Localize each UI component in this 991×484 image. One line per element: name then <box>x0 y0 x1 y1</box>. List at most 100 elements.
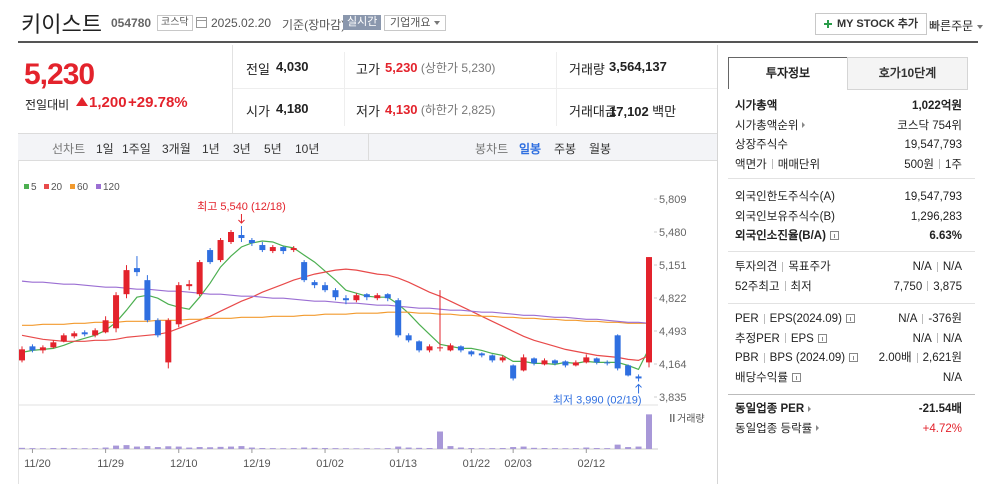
info-label-text: 외국인소진율(B/A) <box>735 230 826 242</box>
volume-bar <box>81 448 88 449</box>
y-tick-label: 5,151 <box>659 260 687 272</box>
candle-body <box>395 300 402 336</box>
info-row: 52주최고 최저 7,750 3,875 <box>735 278 962 298</box>
x-tick-label: 02/03 <box>504 458 532 470</box>
candle-body <box>81 332 88 335</box>
info-label-text: 액면가 <box>735 158 767 171</box>
x-tick-label: 11/20 <box>24 458 51 470</box>
volume-bar <box>92 448 99 449</box>
period-tab[interactable]: 1주일 <box>122 142 151 156</box>
period-tab[interactable]: 일봉 <box>519 142 542 156</box>
volume-bar <box>301 447 308 449</box>
panel-tab[interactable]: 호가10단계 <box>847 57 968 90</box>
volume-bar <box>19 447 25 449</box>
info-icon[interactable] <box>829 231 839 241</box>
period-tab[interactable]: 10년 <box>295 142 320 156</box>
candle-body <box>196 262 203 295</box>
volume-bar <box>635 446 642 449</box>
info-row: 외국인보유주식수(B) 1,296,283 <box>735 208 962 228</box>
period-tab[interactable]: 월봉 <box>589 142 612 156</box>
x-tick-label: 12/19 <box>243 458 271 470</box>
period-tab[interactable]: 1년 <box>202 142 220 156</box>
info-row: 액면가 매매단위 500원 1주 <box>735 156 962 176</box>
info-label: PER EPS(2024.09) <box>735 310 855 330</box>
period-tab[interactable]: 3년 <box>233 142 251 156</box>
divider <box>717 45 718 484</box>
volume-bar <box>259 448 266 449</box>
candle-body <box>175 285 182 325</box>
y-tick-label: 4,493 <box>659 326 687 338</box>
my-stock-button[interactable]: MY STOCK 추가 <box>815 13 927 35</box>
info-label: 시가총액순위 <box>735 117 806 137</box>
panel-tab[interactable]: 투자정보 <box>728 57 848 89</box>
candle-body <box>50 342 57 348</box>
info-label: 투자의견 목표주가 <box>735 258 831 278</box>
separator <box>922 313 924 324</box>
separator <box>782 261 784 272</box>
company-button[interactable]: 기업개요 <box>384 15 447 31</box>
info-value-text: N/A <box>942 332 962 345</box>
legend-label: 60 <box>77 182 89 193</box>
candle-body <box>29 346 36 351</box>
arrow-icon[interactable] <box>802 122 806 129</box>
arrow-icon[interactable] <box>808 405 812 412</box>
info-row: 시가총액 1,022억원 <box>735 97 962 117</box>
quote-note: (상한가 5,230) <box>420 61 496 75</box>
realtime-badge[interactable]: 실시간 <box>343 15 382 30</box>
volume-bar <box>248 447 255 449</box>
info-label-text: 시가총액순위 <box>735 119 799 132</box>
period-tab[interactable]: 주봉 <box>554 142 577 156</box>
candle-body <box>583 357 590 363</box>
candle-body <box>384 294 391 299</box>
info-value: -21.54배 <box>919 400 962 420</box>
volume-bar <box>322 448 329 449</box>
candle-body <box>625 365 632 376</box>
info-row: 시가총액순위 코스닥 754위 <box>735 117 962 137</box>
volume-bar <box>60 447 67 449</box>
candle-body <box>269 247 276 252</box>
info-value-text: 코스닥 754위 <box>897 119 962 132</box>
candle-body <box>144 280 151 321</box>
info-label-text: 최저 <box>790 280 812 293</box>
quote-value-wrap: 3,564,137 <box>609 59 667 74</box>
info-label-text: 투자의견 <box>735 261 778 273</box>
info-row: 상장주식수 19,547,793 <box>735 136 962 156</box>
quote-note: (하한가 2,825) <box>420 103 496 117</box>
info-value-text: 19,547,793 <box>904 139 962 151</box>
info-value: N/A <box>943 369 962 389</box>
arrow-icon[interactable] <box>816 425 820 432</box>
period-tab[interactable]: 5년 <box>264 142 282 156</box>
period-tab[interactable]: 1일 <box>96 142 114 156</box>
info-value-text: N/A <box>942 261 962 273</box>
volume-bar <box>238 446 245 449</box>
change: 1,200 <box>89 94 127 111</box>
info-icon[interactable] <box>849 353 859 363</box>
volume-bar <box>269 448 276 449</box>
info-value: 1,296,283 <box>911 208 962 228</box>
candle-body <box>499 357 506 361</box>
volume-bar <box>426 448 433 449</box>
candle-body <box>416 341 423 351</box>
quote-value-wrap: 4,030 <box>276 59 309 74</box>
candle-body <box>248 240 255 244</box>
info-row: 외국인한도주식수(A) 19,547,793 <box>735 188 962 208</box>
info-icon[interactable] <box>791 372 801 382</box>
up-arrow <box>76 97 88 106</box>
quick-order[interactable]: 빠른주문 <box>929 17 984 34</box>
legend-swatch <box>44 184 49 189</box>
info-label-text: 52주최고 <box>735 280 780 293</box>
annotation-arrow <box>635 383 642 394</box>
candle-body <box>593 358 600 363</box>
base-basis: 기준(장마감) <box>282 18 346 32</box>
info-icon[interactable] <box>817 333 827 343</box>
period-tab[interactable]: 3개월 <box>162 142 191 156</box>
legend-swatch <box>96 184 101 189</box>
candle-body <box>614 335 621 369</box>
market-badge: 코스닥 <box>157 15 193 31</box>
info-icon[interactable] <box>845 314 855 324</box>
info-label: 동일업종 PER <box>735 400 812 420</box>
info-value-text: 500원 <box>904 158 935 171</box>
info-label-text: PBR <box>735 352 759 364</box>
stock-name: 키이스트 <box>21 12 102 37</box>
